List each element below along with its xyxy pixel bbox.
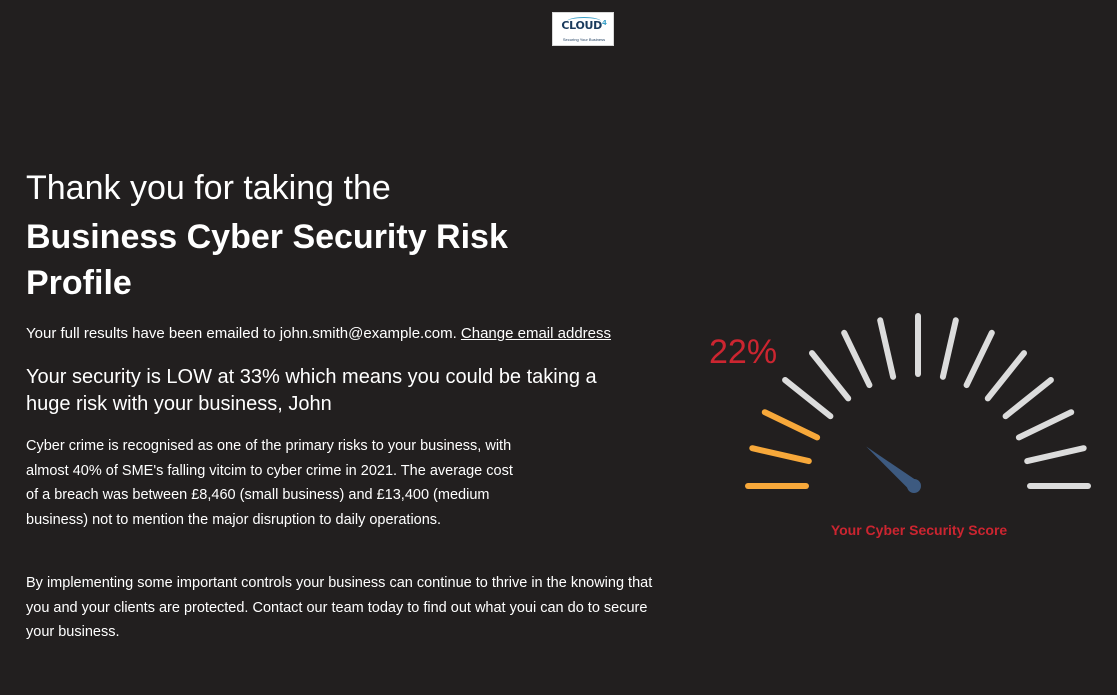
gauge-tick [877, 317, 897, 380]
gauge-needle-hub [907, 479, 921, 493]
thank-you-heading: Thank you for taking the [26, 169, 391, 207]
cyber-crime-paragraph: Cyber crime is recognised as one of the … [26, 438, 513, 528]
gauge-tick [1015, 409, 1075, 441]
cloud4-logo: CLOUD4 Securing Your Business [552, 12, 614, 46]
gauge-tick [841, 329, 873, 389]
logo-name: CLOUD [561, 19, 603, 32]
gauge-score-value: 22% [709, 333, 778, 371]
gauge-tick-active [761, 409, 821, 441]
logo-superscript: 4 [602, 19, 607, 27]
gauge-tick [963, 329, 995, 389]
gauge-tick [1024, 445, 1087, 465]
gauge-tick [1002, 377, 1054, 420]
gauge-tick [939, 317, 959, 380]
gauge-tick-active [749, 445, 812, 465]
email-notice-text: Your full results have been emailed to j… [26, 325, 457, 342]
controls-paragraph: By implementing some important controls … [26, 575, 653, 640]
security-score-gauge [745, 313, 1091, 493]
cloud-swoosh-icon [567, 17, 601, 26]
profile-title: Business Cyber Security Risk Profile [26, 218, 508, 302]
gauge-label: Your Cyber Security Score [830, 522, 1008, 538]
logo-tagline: Securing Your Business [562, 37, 606, 42]
gauge-needle [866, 446, 918, 491]
change-email-link[interactable]: Change email address [460, 325, 611, 342]
email-notice: Your full results have been emailed to j… [26, 324, 666, 344]
gauge-tick [809, 350, 852, 402]
gauge-tick [984, 350, 1027, 402]
security-level-headline: Your security is LOW at 33% which means … [26, 366, 597, 415]
gauge-tick [782, 377, 834, 420]
